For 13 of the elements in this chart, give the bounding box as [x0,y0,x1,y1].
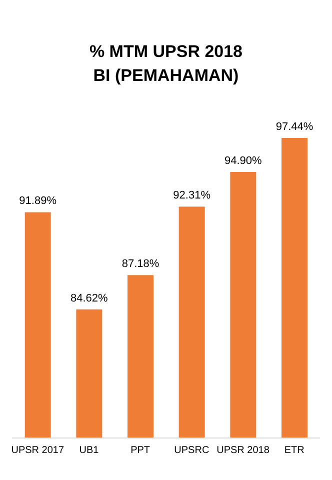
x-tick-label: ETR [284,445,304,456]
x-tick-label: UPSR 2018 [216,445,270,456]
data-label: 91.89% [19,195,57,208]
data-label: 84.62% [70,292,108,304]
chart-title: % MTM UPSR 2018 BI (PEMAHAMAN) [88,41,244,87]
data-label: 87.18% [122,258,160,270]
x-tick-label: PPT [130,445,150,456]
x-tick-label: UPSRC [174,445,210,456]
x-tick-label: UPSR 2017 [11,445,65,456]
data-label: 94.90% [224,154,262,167]
data-label: 97.44% [276,121,314,133]
data-label: 92.31% [173,190,211,202]
x-tick-label: UB1 [79,445,100,456]
